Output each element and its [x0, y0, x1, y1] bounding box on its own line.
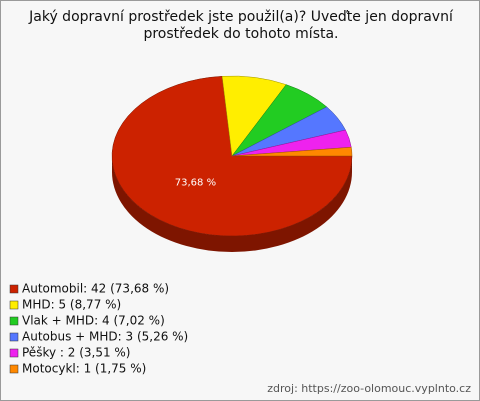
slice	[231, 146, 353, 157]
legend-swatch	[9, 364, 19, 374]
chart-title: Jaký dopravní prostředek jste použil(a)?…	[29, 9, 453, 42]
slice-side	[112, 156, 352, 252]
legend-swatch	[9, 316, 19, 326]
legend-swatch	[9, 300, 19, 310]
source: zdroj: https://zoo-olomouc.vyplnto.cz	[267, 382, 471, 395]
legend-label: Motocykl: 1 (1,75 %)	[22, 362, 146, 376]
legend-label: Vlak + MHD: 4 (7,02 %)	[22, 314, 165, 328]
legend-label: Autobus + MHD: 3 (5,26 %)	[22, 330, 188, 344]
legend-label: Automobil: 42 (73,68 %)	[22, 282, 169, 296]
slice-label: 73,68 %	[175, 177, 216, 188]
legend-swatch	[9, 284, 19, 294]
legend-swatch	[9, 348, 19, 358]
legend-label: Pěšky : 2 (3,51 %)	[22, 346, 131, 360]
legend-label: MHD: 5 (8,77 %)	[22, 298, 121, 312]
legend-swatch	[9, 332, 19, 342]
